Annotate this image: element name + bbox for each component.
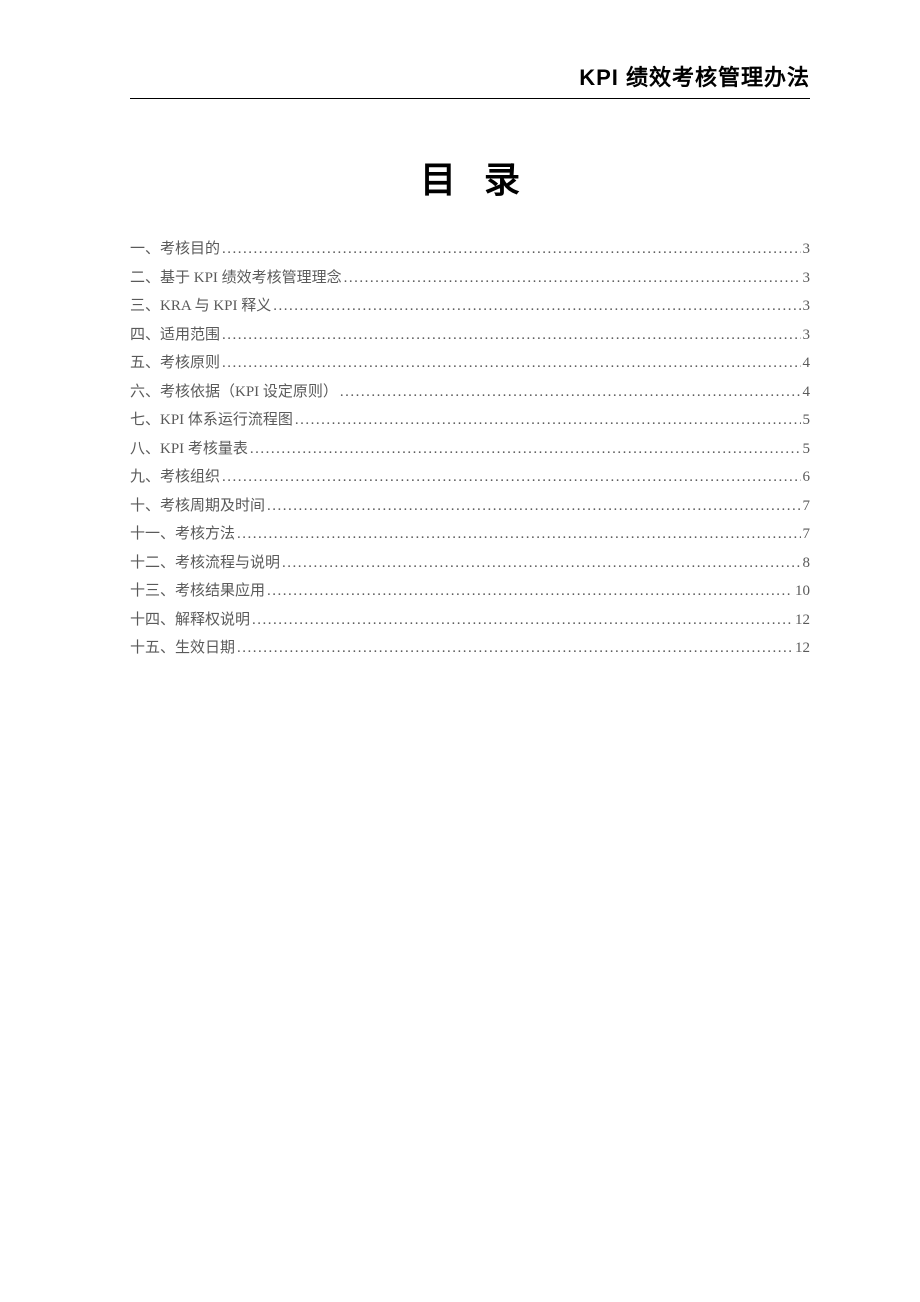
toc-item-label: 十二、考核流程与说明: [130, 549, 280, 578]
toc-dots: [222, 321, 800, 350]
toc-item-label: 四、适用范围: [130, 321, 220, 350]
toc-item-label: 十三、考核结果应用: [130, 577, 265, 606]
toc-item: 二、基于 KPI 绩效考核管理理念 3: [130, 264, 810, 293]
toc-item-label: 十四、解释权说明: [130, 606, 250, 635]
toc-item-label: 五、考核原则: [130, 349, 220, 378]
document-header: KPI 绩效考核管理办法: [130, 60, 810, 99]
toc-item: 七、KPI 体系运行流程图 5: [130, 406, 810, 435]
toc-page-number: 3: [803, 321, 811, 350]
toc-dots: [222, 235, 800, 264]
toc-item-label: 九、考核组织: [130, 463, 220, 492]
toc-dots: [267, 577, 793, 606]
toc-item: 十三、考核结果应用 10: [130, 577, 810, 606]
toc-dots: [222, 349, 800, 378]
toc-page-number: 7: [803, 492, 811, 521]
toc-item: 十一、考核方法 7: [130, 520, 810, 549]
toc-item-label: 七、KPI 体系运行流程图: [130, 406, 293, 435]
toc-item-label: 十一、考核方法: [130, 520, 235, 549]
toc-item-label: 六、考核依据（KPI 设定原则）: [130, 378, 338, 407]
toc-page-number: 3: [803, 264, 811, 293]
toc-dots: [273, 292, 800, 321]
toc-dots: [295, 406, 801, 435]
toc-page-number: 4: [803, 378, 811, 407]
toc-item-label: 二、基于 KPI 绩效考核管理理念: [130, 264, 342, 293]
toc-page-number: 10: [795, 577, 810, 606]
toc-page-number: 12: [795, 606, 810, 635]
toc-item: 十、考核周期及时间 7: [130, 492, 810, 521]
toc-dots: [237, 520, 800, 549]
header-title: KPI 绩效考核管理办法: [130, 60, 810, 92]
toc-item: 十二、考核流程与说明 8: [130, 549, 810, 578]
toc-item: 十四、解释权说明 12: [130, 606, 810, 635]
toc-dots: [237, 634, 793, 663]
toc-item-label: 一、考核目的: [130, 235, 220, 264]
toc-item-label: 八、KPI 考核量表: [130, 435, 248, 464]
toc-dots: [250, 435, 801, 464]
toc-page-number: 7: [803, 520, 811, 549]
toc-item: 五、考核原则 4: [130, 349, 810, 378]
toc-page-number: 12: [795, 634, 810, 663]
toc-item-label: 十、考核周期及时间: [130, 492, 265, 521]
toc-page-number: 3: [803, 235, 811, 264]
toc-dots: [282, 549, 800, 578]
toc-dots: [222, 463, 800, 492]
toc-page-number: 4: [803, 349, 811, 378]
toc-item-label: 三、KRA 与 KPI 释义: [130, 292, 271, 321]
toc-item: 一、考核目的 3: [130, 235, 810, 264]
toc-page-number: 3: [803, 292, 811, 321]
toc-title: 目录: [130, 151, 810, 203]
toc-item: 四、适用范围 3: [130, 321, 810, 350]
toc-item: 三、KRA 与 KPI 释义 3: [130, 292, 810, 321]
toc-dots: [267, 492, 800, 521]
toc-dots: [252, 606, 793, 635]
toc-item-label: 十五、生效日期: [130, 634, 235, 663]
toc-item: 十五、生效日期 12: [130, 634, 810, 663]
toc-item: 九、考核组织 6: [130, 463, 810, 492]
toc-page-number: 8: [803, 549, 811, 578]
toc-page-number: 6: [803, 463, 811, 492]
toc-item: 八、KPI 考核量表 5: [130, 435, 810, 464]
toc-dots: [340, 378, 801, 407]
toc-dots: [344, 264, 801, 293]
toc-list: 一、考核目的 3 二、基于 KPI 绩效考核管理理念 3 三、KRA 与 KPI…: [130, 235, 810, 663]
toc-page-number: 5: [803, 435, 811, 464]
toc-item: 六、考核依据（KPI 设定原则） 4: [130, 378, 810, 407]
toc-page-number: 5: [803, 406, 811, 435]
